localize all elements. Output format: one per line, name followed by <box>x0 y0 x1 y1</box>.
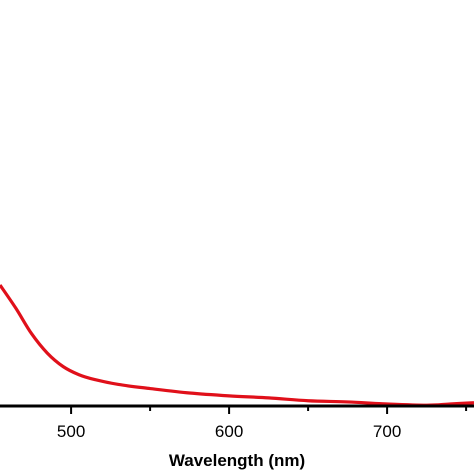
x-axis-title: Wavelength (nm) <box>169 451 305 470</box>
x-axis-ticks: 500 600 700 <box>57 406 468 441</box>
absorbance-line <box>0 284 474 407</box>
plot-area <box>0 284 474 407</box>
x-tick-label: 600 <box>215 422 243 441</box>
x-tick-label: 700 <box>373 422 401 441</box>
x-tick-label: 500 <box>57 422 85 441</box>
